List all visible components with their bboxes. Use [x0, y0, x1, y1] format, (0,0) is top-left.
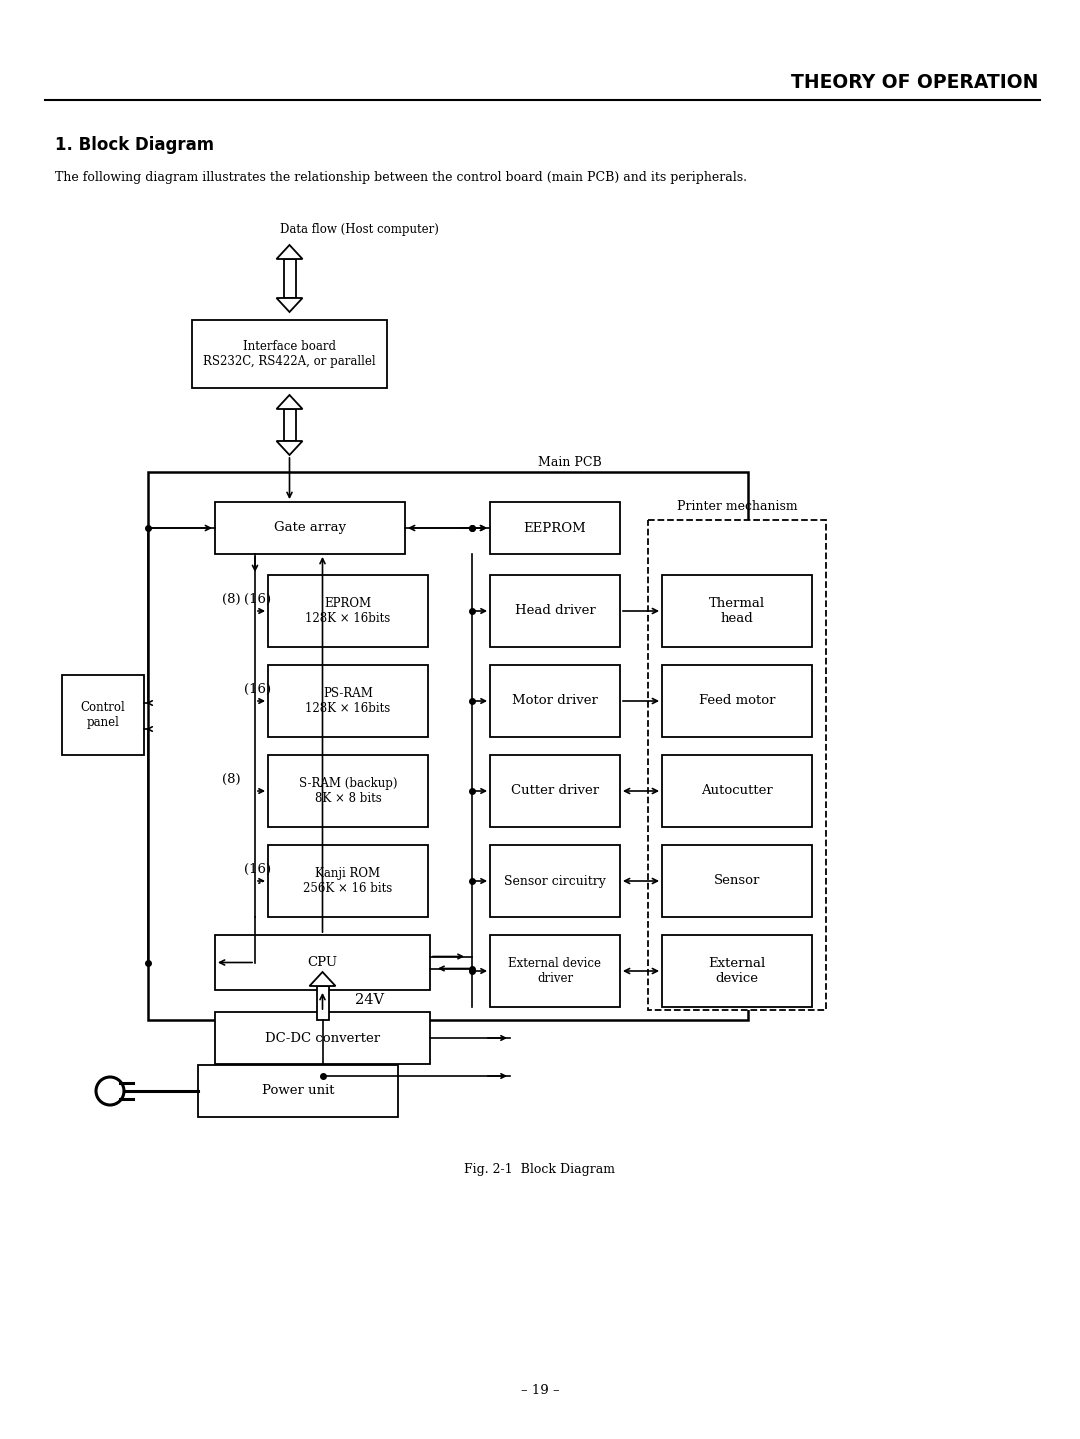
Text: Printer mechanism: Printer mechanism — [677, 499, 797, 512]
Bar — [490, 576, 620, 648]
Bar — [490, 935, 620, 1007]
Text: THEORY OF OPERATION: THEORY OF OPERATION — [791, 72, 1038, 92]
Polygon shape — [276, 394, 302, 409]
Bar — [648, 519, 826, 1010]
Text: Sensor circuitry: Sensor circuitry — [504, 875, 606, 888]
Bar — [662, 576, 812, 648]
Text: Control
panel: Control panel — [81, 701, 125, 730]
Bar — [215, 502, 405, 554]
Text: Thermal
head: Thermal head — [708, 597, 765, 625]
Bar — [62, 675, 144, 755]
Text: CPU: CPU — [308, 955, 338, 968]
Text: Kanji ROM
256K × 16 bits: Kanji ROM 256K × 16 bits — [303, 868, 393, 895]
Bar — [662, 935, 812, 1007]
Text: EPROM
128K × 16bits: EPROM 128K × 16bits — [306, 597, 391, 625]
Polygon shape — [276, 440, 302, 455]
Text: Cutter driver: Cutter driver — [511, 784, 599, 797]
Bar — [192, 319, 387, 389]
Text: External device
driver: External device driver — [509, 957, 602, 986]
Text: Gate array: Gate array — [274, 521, 346, 534]
Bar — [268, 576, 428, 648]
Text: PS-RAM
128K × 16bits: PS-RAM 128K × 16bits — [306, 686, 391, 715]
Text: Data flow (Host computer): Data flow (Host computer) — [280, 223, 438, 236]
Text: Autocutter: Autocutter — [701, 784, 773, 797]
Bar — [662, 755, 812, 827]
Text: (16): (16) — [244, 593, 271, 606]
Polygon shape — [310, 971, 336, 986]
Bar — [268, 755, 428, 827]
Text: Main PCB: Main PCB — [538, 456, 602, 469]
Text: Power unit: Power unit — [261, 1085, 334, 1098]
Text: EEPROM: EEPROM — [524, 521, 586, 534]
Text: Sensor: Sensor — [714, 875, 760, 888]
Polygon shape — [276, 298, 302, 312]
Bar — [215, 1012, 430, 1063]
Bar — [198, 1065, 399, 1117]
Text: Fig. 2-1  Block Diagram: Fig. 2-1 Block Diagram — [464, 1164, 616, 1177]
Bar — [316, 986, 328, 1020]
Text: Motor driver: Motor driver — [512, 695, 598, 708]
Bar — [662, 665, 812, 737]
Text: 24V: 24V — [354, 993, 383, 1007]
Polygon shape — [276, 245, 302, 259]
Bar — [490, 845, 620, 917]
Bar — [490, 665, 620, 737]
Text: Interface board
RS232C, RS422A, or parallel: Interface board RS232C, RS422A, or paral… — [203, 340, 376, 368]
Bar — [662, 845, 812, 917]
Bar — [283, 409, 296, 440]
Text: 1. Block Diagram: 1. Block Diagram — [55, 137, 214, 154]
Text: S-RAM (backup)
8K × 8 bits: S-RAM (backup) 8K × 8 bits — [299, 777, 397, 804]
Bar — [148, 472, 748, 1020]
Text: (16): (16) — [244, 862, 271, 875]
Text: (8): (8) — [222, 773, 241, 786]
Text: The following diagram illustrates the relationship between the control board (ma: The following diagram illustrates the re… — [55, 171, 747, 184]
Bar — [268, 845, 428, 917]
Bar — [268, 665, 428, 737]
Text: Feed motor: Feed motor — [699, 695, 775, 708]
Bar — [490, 502, 620, 554]
Bar — [490, 755, 620, 827]
Text: DC-DC converter: DC-DC converter — [265, 1032, 380, 1045]
Text: – 19 –: – 19 – — [521, 1383, 559, 1396]
Bar — [215, 935, 430, 990]
Bar — [283, 259, 296, 298]
Text: (8): (8) — [222, 593, 241, 606]
Text: External
device: External device — [708, 957, 766, 986]
Text: Head driver: Head driver — [515, 604, 595, 617]
Text: (16): (16) — [244, 682, 271, 695]
